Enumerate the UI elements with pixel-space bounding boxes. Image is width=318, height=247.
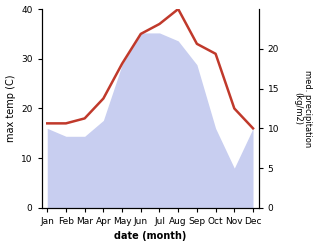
X-axis label: date (month): date (month) <box>114 231 186 242</box>
Y-axis label: med. precipitation
(kg/m2): med. precipitation (kg/m2) <box>293 70 313 147</box>
Y-axis label: max temp (C): max temp (C) <box>5 75 16 142</box>
